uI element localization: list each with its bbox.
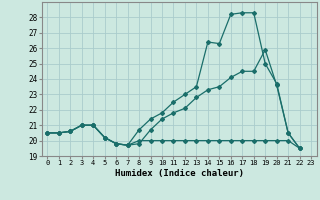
X-axis label: Humidex (Indice chaleur): Humidex (Indice chaleur)	[115, 169, 244, 178]
